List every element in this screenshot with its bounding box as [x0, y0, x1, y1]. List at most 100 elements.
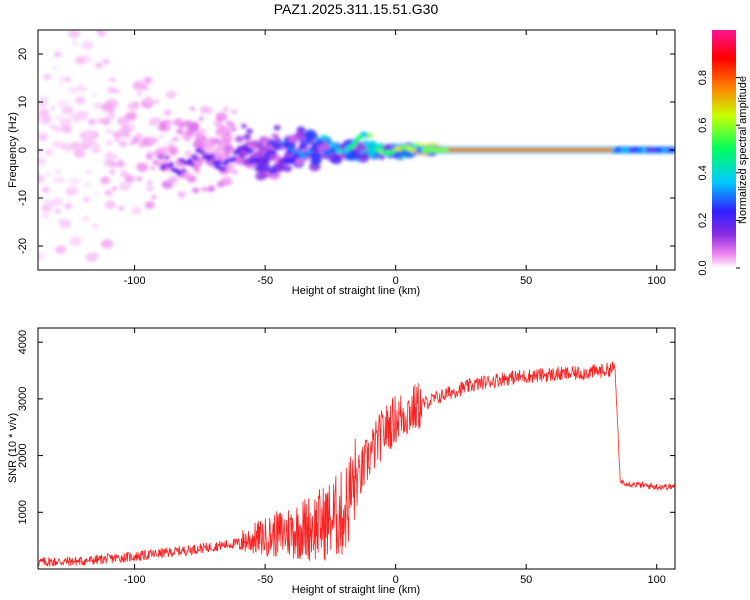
spectrum-cell	[349, 144, 356, 149]
spectrum-cell	[304, 129, 317, 139]
spectrum-cell	[231, 169, 239, 175]
spectrum-cell	[136, 176, 143, 182]
spectrum-cell	[95, 191, 100, 196]
spectrum-cell	[198, 116, 204, 121]
spectrum-cell	[145, 154, 153, 160]
spectrum-cell	[102, 58, 110, 65]
spectrum-cell	[51, 140, 62, 149]
spectrum-cell	[83, 181, 91, 187]
spectrum-cell	[203, 153, 210, 158]
spectrum-cell	[185, 130, 194, 137]
spectrum-cell	[150, 166, 156, 171]
spectrum-cell	[295, 159, 303, 166]
spectrum-cell	[148, 117, 160, 127]
spectrum-cell	[243, 134, 252, 141]
snr-x-tick-label: 50	[520, 574, 532, 586]
spectrum-cell	[82, 137, 96, 148]
spectrum-cell	[41, 197, 49, 203]
spectrum-cell	[275, 137, 282, 143]
spectrum-cell	[108, 112, 115, 118]
spectrum-cell	[255, 172, 267, 181]
spectrum-cell	[144, 201, 155, 209]
spectrum-cell	[230, 156, 237, 161]
spectrum-cell	[100, 239, 114, 249]
spectrum-cell	[124, 133, 130, 138]
spectrum-cell	[330, 155, 343, 165]
spectrum-cell	[104, 151, 117, 161]
spectrum-cell	[151, 195, 157, 199]
spectrum-cell	[81, 40, 94, 50]
spectrum-cell	[124, 175, 135, 183]
spectrum-cell	[146, 185, 154, 192]
spectrum-cell	[101, 118, 111, 126]
spectrum-cell	[38, 95, 49, 105]
spectrum-cell	[38, 158, 45, 166]
spectrum-cell	[168, 162, 175, 167]
spectrum-cell	[246, 128, 254, 134]
spectrum-cell	[238, 153, 245, 158]
spectrum-cell	[64, 76, 72, 82]
spectrum-cell	[93, 102, 102, 109]
spectrum-cell	[105, 141, 111, 146]
spectrum-cell	[222, 106, 229, 112]
snr-series-line	[38, 361, 675, 567]
spectrum-cell	[38, 149, 43, 154]
spectrum-cell	[275, 162, 284, 169]
spectrogram-x-label: Height of straight line (km)	[292, 285, 420, 297]
spectrum-cell	[41, 186, 51, 193]
spectrum-cell	[273, 124, 281, 131]
spectrogram-y-tick-label: 10	[17, 96, 29, 108]
spectrum-cell	[118, 140, 128, 148]
spectrum-cell	[192, 164, 201, 171]
spectrum-cell	[333, 145, 340, 150]
spectrum-cell	[199, 139, 206, 145]
spectrum-cell	[53, 177, 61, 183]
spectrum-cell	[299, 143, 307, 149]
spectrum-cell	[251, 146, 257, 151]
spectrum-cell	[57, 99, 68, 108]
spectrum-cell	[58, 76, 65, 81]
spectrum-cell	[178, 158, 185, 163]
spectrum-cell	[205, 156, 212, 162]
spectrum-cell	[259, 136, 269, 144]
snr-x-tick-label: 100	[648, 574, 666, 586]
spectrum-cell	[82, 196, 91, 203]
spectrum-cell	[50, 106, 56, 110]
spectrum-cell	[59, 219, 72, 229]
spectrum-cell	[82, 129, 95, 139]
spectrum-cell	[221, 133, 233, 143]
spectrogram-x-tick-label: 50	[520, 275, 532, 287]
spectrum-cell	[132, 137, 139, 143]
spectrum-cell	[191, 187, 200, 194]
spectrum-cell	[100, 176, 111, 185]
spectrum-cell	[125, 111, 137, 121]
snr-y-tick-label: 3000	[17, 387, 29, 411]
spectrum-cell	[69, 237, 79, 245]
spectrum-cell	[193, 130, 204, 139]
spectrum-cell	[159, 134, 164, 139]
snr-y-tick-label: 2000	[17, 443, 29, 467]
colorbar-label: Normalized spectral amplitude	[737, 76, 749, 224]
spectrum-cell	[240, 123, 247, 129]
spectrogram-x-tick-label: -100	[124, 275, 146, 287]
spectrum-cell	[87, 118, 97, 126]
spectrum-cell	[43, 73, 52, 81]
spectrum-cell	[324, 137, 331, 142]
spectrum-cell	[117, 116, 129, 126]
spectrum-cell	[176, 171, 183, 176]
colorbar-tick-label: 0.0	[697, 260, 709, 275]
spectrum-cell	[49, 123, 58, 130]
spectrum-cell	[59, 118, 71, 127]
spectrum-cell	[361, 153, 368, 158]
spectrum-cell	[164, 122, 170, 127]
spectrum-cell	[213, 120, 223, 128]
spectrum-cell	[59, 178, 65, 183]
spectrum-cell	[282, 165, 292, 173]
snr-x-tick-label: -50	[257, 574, 273, 586]
spectrum-cell	[101, 102, 113, 112]
spectrum-cell	[45, 149, 54, 156]
spectrum-cell	[323, 148, 332, 156]
spectrum-cell	[52, 65, 58, 70]
spectrum-cell	[119, 125, 132, 135]
spectrum-cell	[114, 155, 119, 159]
